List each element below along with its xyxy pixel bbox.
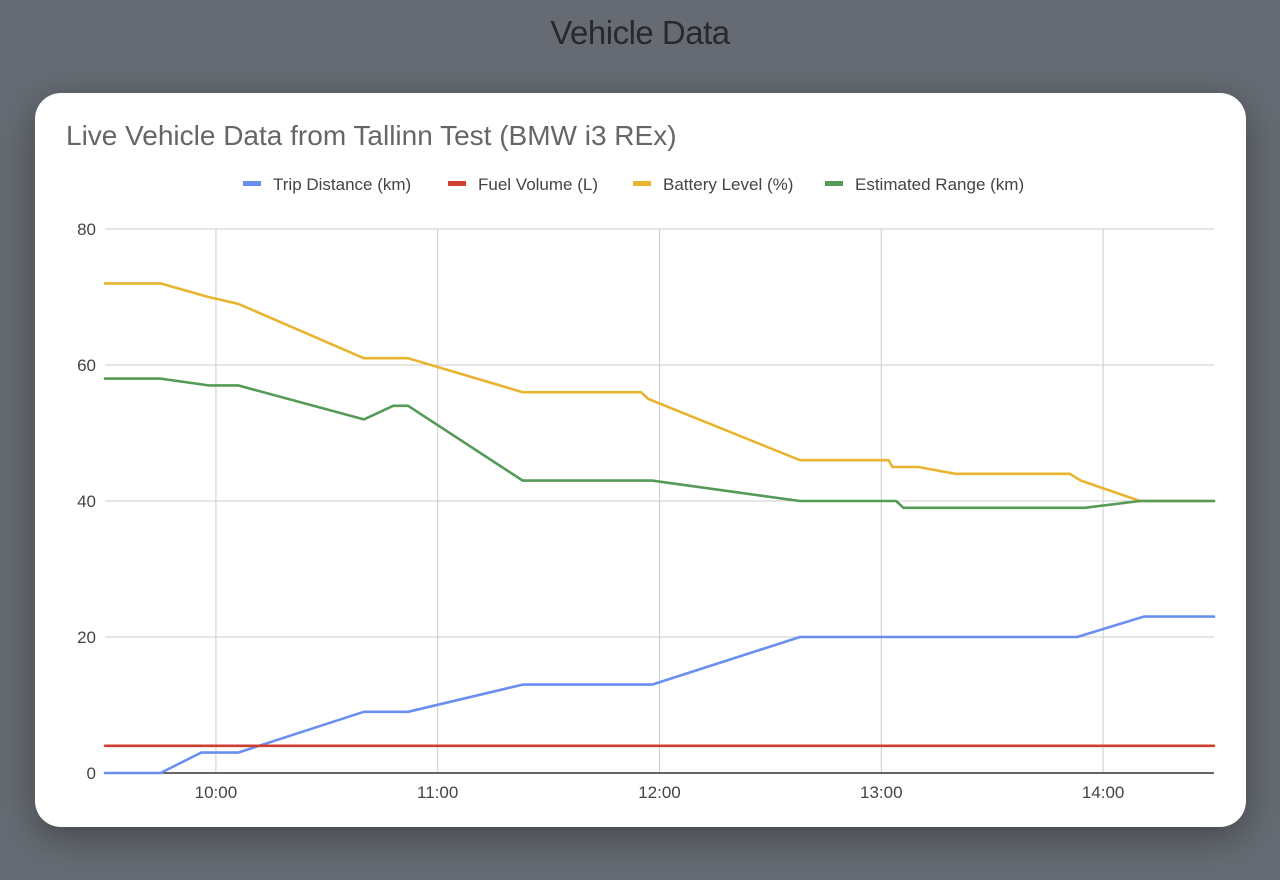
chart-title: Live Vehicle Data from Tallinn Test (BMW… [66, 120, 677, 151]
legend-label: Battery Level (%) [663, 175, 793, 194]
x-tick-label: 11:00 [417, 783, 458, 802]
y-tick-label: 80 [77, 220, 96, 239]
chart-legend: Trip Distance (km) Fuel Volume (L) Battery… [243, 175, 1024, 194]
series-lines [103, 282, 1216, 775]
x-tick-label: 14:00 [1082, 783, 1125, 802]
y-tick-label: 60 [77, 356, 96, 375]
y-tick-label: 20 [77, 628, 96, 647]
y-tick-label: 40 [77, 492, 96, 511]
page-title: Vehicle Data [550, 14, 730, 51]
series-line-4 [103, 377, 1216, 510]
legend-swatch [825, 181, 843, 186]
series-line-1 [103, 615, 1216, 775]
legend-swatch [448, 181, 466, 186]
legend-label: Estimated Range (km) [855, 175, 1024, 194]
series-line-3 [103, 282, 1216, 503]
legend-label: Fuel Volume (L) [478, 175, 598, 194]
x-tick-label: 12:00 [638, 783, 681, 802]
chart-card: Live Vehicle Data from Tallinn Test (BMW… [35, 93, 1246, 827]
y-tick-label: 0 [87, 764, 96, 783]
axes: 0 20 40 60 80 10:00 11:00 12:00 13:00 14:00 [77, 220, 1214, 802]
legend-swatch [243, 181, 261, 186]
line-chart: Live Vehicle Data from Tallinn Test (BMW… [66, 120, 1216, 802]
legend-label: Trip Distance (km) [273, 175, 411, 194]
legend-swatch [633, 181, 651, 186]
x-tick-label: 10:00 [195, 783, 238, 802]
grid-lines [105, 228, 1214, 773]
x-tick-label: 13:00 [860, 783, 903, 802]
